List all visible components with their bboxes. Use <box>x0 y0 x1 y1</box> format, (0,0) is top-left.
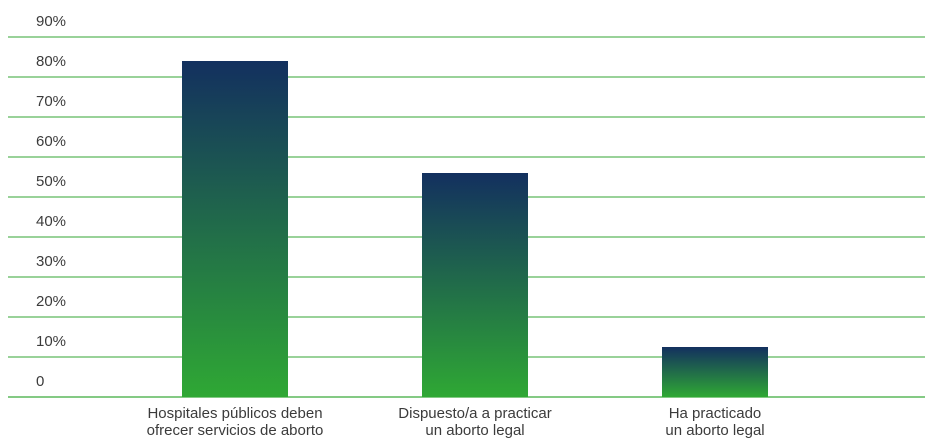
bar <box>662 347 768 397</box>
y-tick-label: 90% <box>36 13 66 30</box>
y-tick-label: 0 <box>36 373 44 390</box>
y-tick-label: 70% <box>36 93 66 110</box>
bars <box>182 61 768 397</box>
x-category-label: Hospitales públicos deben ofrecer servici… <box>147 405 324 439</box>
x-category-label: Dispuesto/a a practicar un aborto legal <box>398 405 551 439</box>
y-tick-label: 40% <box>36 213 66 230</box>
x-axis-category-labels: Hospitales públicos deben ofrecer servici… <box>147 405 765 439</box>
bar <box>422 173 528 397</box>
y-axis-tick-labels: 0 10% 20% 30% 40% 50% 60% 70% 80% 90% <box>36 13 66 390</box>
x-category-label: Ha practicado un aborto legal <box>665 405 764 439</box>
y-tick-label: 80% <box>36 53 66 70</box>
y-tick-label: 50% <box>36 173 66 190</box>
y-tick-label: 30% <box>36 253 66 270</box>
y-tick-label: 10% <box>36 333 66 350</box>
y-tick-label: 60% <box>36 133 66 150</box>
y-tick-label: 20% <box>36 293 66 310</box>
bar <box>182 61 288 397</box>
